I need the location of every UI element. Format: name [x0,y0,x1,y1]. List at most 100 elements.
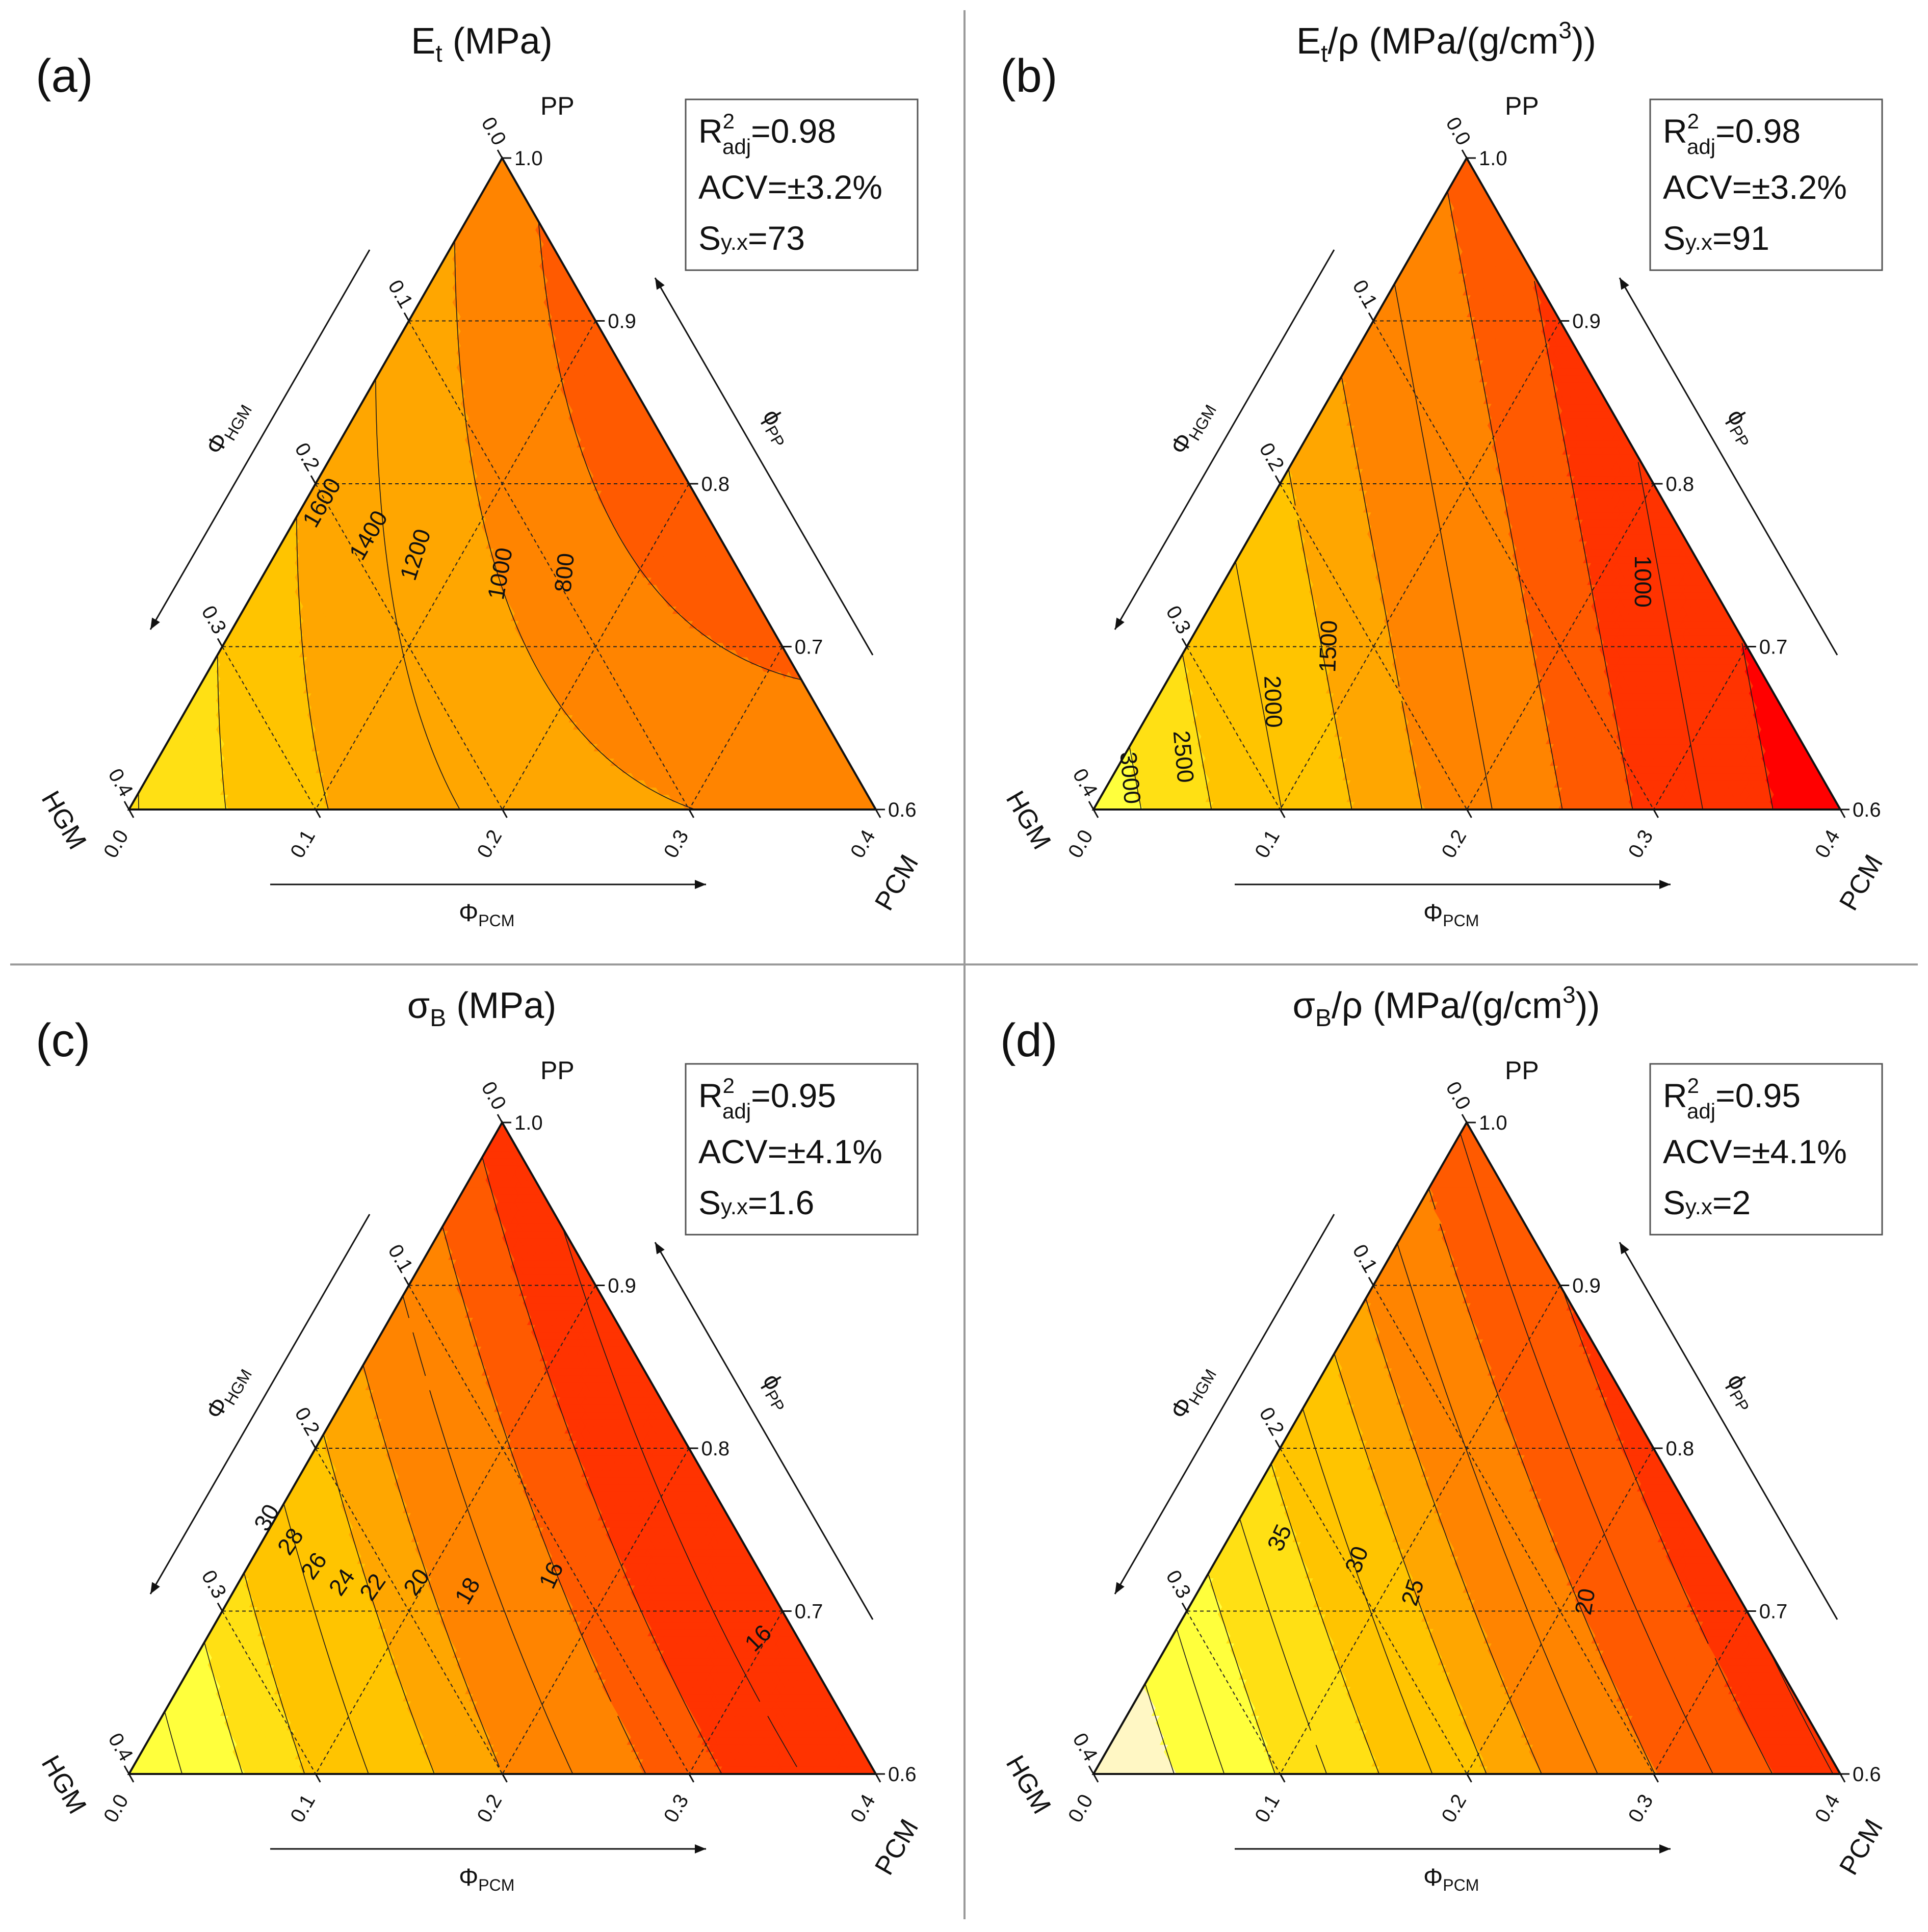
tick-pcm-2 [1467,1774,1472,1782]
contour-label-2: 2000 [1259,675,1288,728]
panel-label: (a) [36,50,93,102]
tick-label-hgm-1: 0.1 [383,1241,417,1276]
tick-label-pp-4: 0.6 [888,1763,917,1786]
pcm-axis-arrow-head [1659,1844,1671,1853]
corner-label-pp: PP [1505,1056,1539,1085]
tick-pcm-0 [1093,810,1098,818]
stat-syx: Sy.x=73 [698,219,805,257]
tick-label-pcm-2: 0.2 [1437,1791,1471,1826]
corner-label-pcm: PCM [869,1814,924,1880]
tick-label-pcm-3: 0.3 [1624,1791,1658,1826]
axis-title-hgm: ΦHGM [201,396,256,460]
axis-title-pp: ϕPP [754,1369,798,1415]
tick-pcm-2 [503,810,507,818]
tick-label-pcm-1: 0.1 [1250,1791,1284,1826]
tick-label-pp-2: 0.8 [701,1438,730,1460]
corner-label-pp: PP [540,1056,575,1085]
tick-label-hgm-3: 0.3 [197,1567,230,1602]
chart-title: σB/ρ (MPa/(g/cm3)) [1293,981,1600,1032]
tick-label-pcm-2: 0.2 [473,1791,506,1826]
tick-hgm-1 [1369,1277,1373,1286]
tick-hgm-4 [1089,801,1093,810]
tick-label-pcm-0: 0.0 [99,826,133,862]
corner-label-pp: PP [1505,92,1539,120]
tick-label-pp-3: 0.7 [795,636,823,659]
tick-label-pp-4: 0.6 [1853,1763,1881,1786]
horizontal-divider [10,963,1918,965]
panel-label: (c) [36,1014,90,1066]
tick-label-pp-3: 0.7 [795,1601,823,1623]
stat-acv: ACV=±3.2% [1663,168,1847,206]
panel-label: (b) [1000,50,1057,102]
tick-hgm-2 [311,476,316,484]
pcm-axis-arrow-head [1659,880,1671,889]
tick-pcm-2 [1467,810,1472,818]
tick-pcm-0 [1093,1774,1098,1782]
ternary-plot-d: 0.01.00.00.10.90.10.20.80.20.30.70.30.40… [965,964,1928,1929]
tick-label-hgm-1: 0.1 [1348,1241,1382,1276]
stat-acv: ACV=±3.2% [698,168,882,206]
axis-title-pcm: ΦPCM [459,900,514,930]
tick-label-hgm-3: 0.3 [197,602,230,638]
axis-title-pcm: ΦPCM [1423,900,1479,930]
contour-label-1: 2500 [1168,729,1200,784]
tick-label-pcm-3: 0.3 [660,1791,693,1826]
corner-label-hgm: HGM [1000,786,1057,854]
tick-label-hgm-1: 0.1 [383,276,417,312]
tick-label-hgm-2: 0.2 [290,1403,324,1439]
tick-label-pp-2: 0.8 [1666,1438,1695,1460]
tick-label-pp-1: 0.9 [608,1275,636,1297]
corner-label-pcm: PCM [869,850,924,916]
pcm-axis-arrow-head [695,1844,706,1853]
tick-label-pp-3: 0.7 [1759,636,1788,659]
tick-label-pcm-1: 0.1 [286,1791,320,1826]
chart-title: Et (MPa) [411,21,552,67]
tick-pcm-4 [876,810,880,818]
tick-label-pcm-0: 0.0 [1064,826,1098,862]
hgm-axis-arrow-head [150,617,160,630]
tick-label-pcm-0: 0.0 [99,1791,133,1826]
stat-syx: Sy.x=91 [1663,219,1769,257]
contour-label-3: 20 [1570,1586,1600,1616]
contour-label-4: 800 [549,552,579,593]
corner-label-pcm: PCM [1834,850,1889,916]
axis-title-hgm: ΦHGM [1165,1360,1220,1425]
tick-hgm-3 [1182,639,1187,647]
pp-axis-arrow-head [1620,278,1629,290]
tick-hgm-3 [218,1603,222,1611]
tick-label-pcm-3: 0.3 [1624,826,1658,862]
tick-label-pp-3: 0.7 [1759,1601,1788,1623]
tick-hgm-0 [498,1114,502,1122]
tick-label-hgm-4: 0.4 [1068,1729,1102,1765]
tick-label-pcm-1: 0.1 [1250,826,1284,862]
tick-pcm-1 [1280,1774,1285,1782]
tick-pcm-1 [316,1774,320,1782]
tick-hgm-0 [498,150,502,158]
tick-hgm-0 [1462,1114,1467,1122]
hgm-axis-arrow-head [1115,617,1125,630]
tick-pcm-4 [876,1774,880,1782]
contour-label-4: 1000 [1630,556,1656,608]
tick-label-hgm-2: 0.2 [290,439,324,475]
tick-label-pp-1: 0.9 [1572,1275,1601,1297]
tick-label-pcm-4: 0.4 [846,1791,880,1826]
tick-pcm-3 [689,810,694,818]
tick-pcm-3 [1654,1774,1658,1782]
stat-syx: Sy.x=1.6 [698,1184,814,1221]
tick-label-pcm-1: 0.1 [286,826,320,862]
tick-pcm-4 [1840,810,1845,818]
tick-label-hgm-4: 0.4 [103,1729,137,1765]
tick-label-pp-4: 0.6 [888,799,917,821]
ternary-plot-b: 0.01.00.00.10.90.10.20.80.20.30.70.30.40… [965,0,1928,963]
tick-label-pcm-2: 0.2 [473,826,506,862]
pcm-axis-arrow-head [695,880,706,889]
tick-label-pcm-4: 0.4 [1811,826,1844,862]
tick-label-pcm-4: 0.4 [846,826,880,862]
tick-pcm-3 [1654,810,1658,818]
